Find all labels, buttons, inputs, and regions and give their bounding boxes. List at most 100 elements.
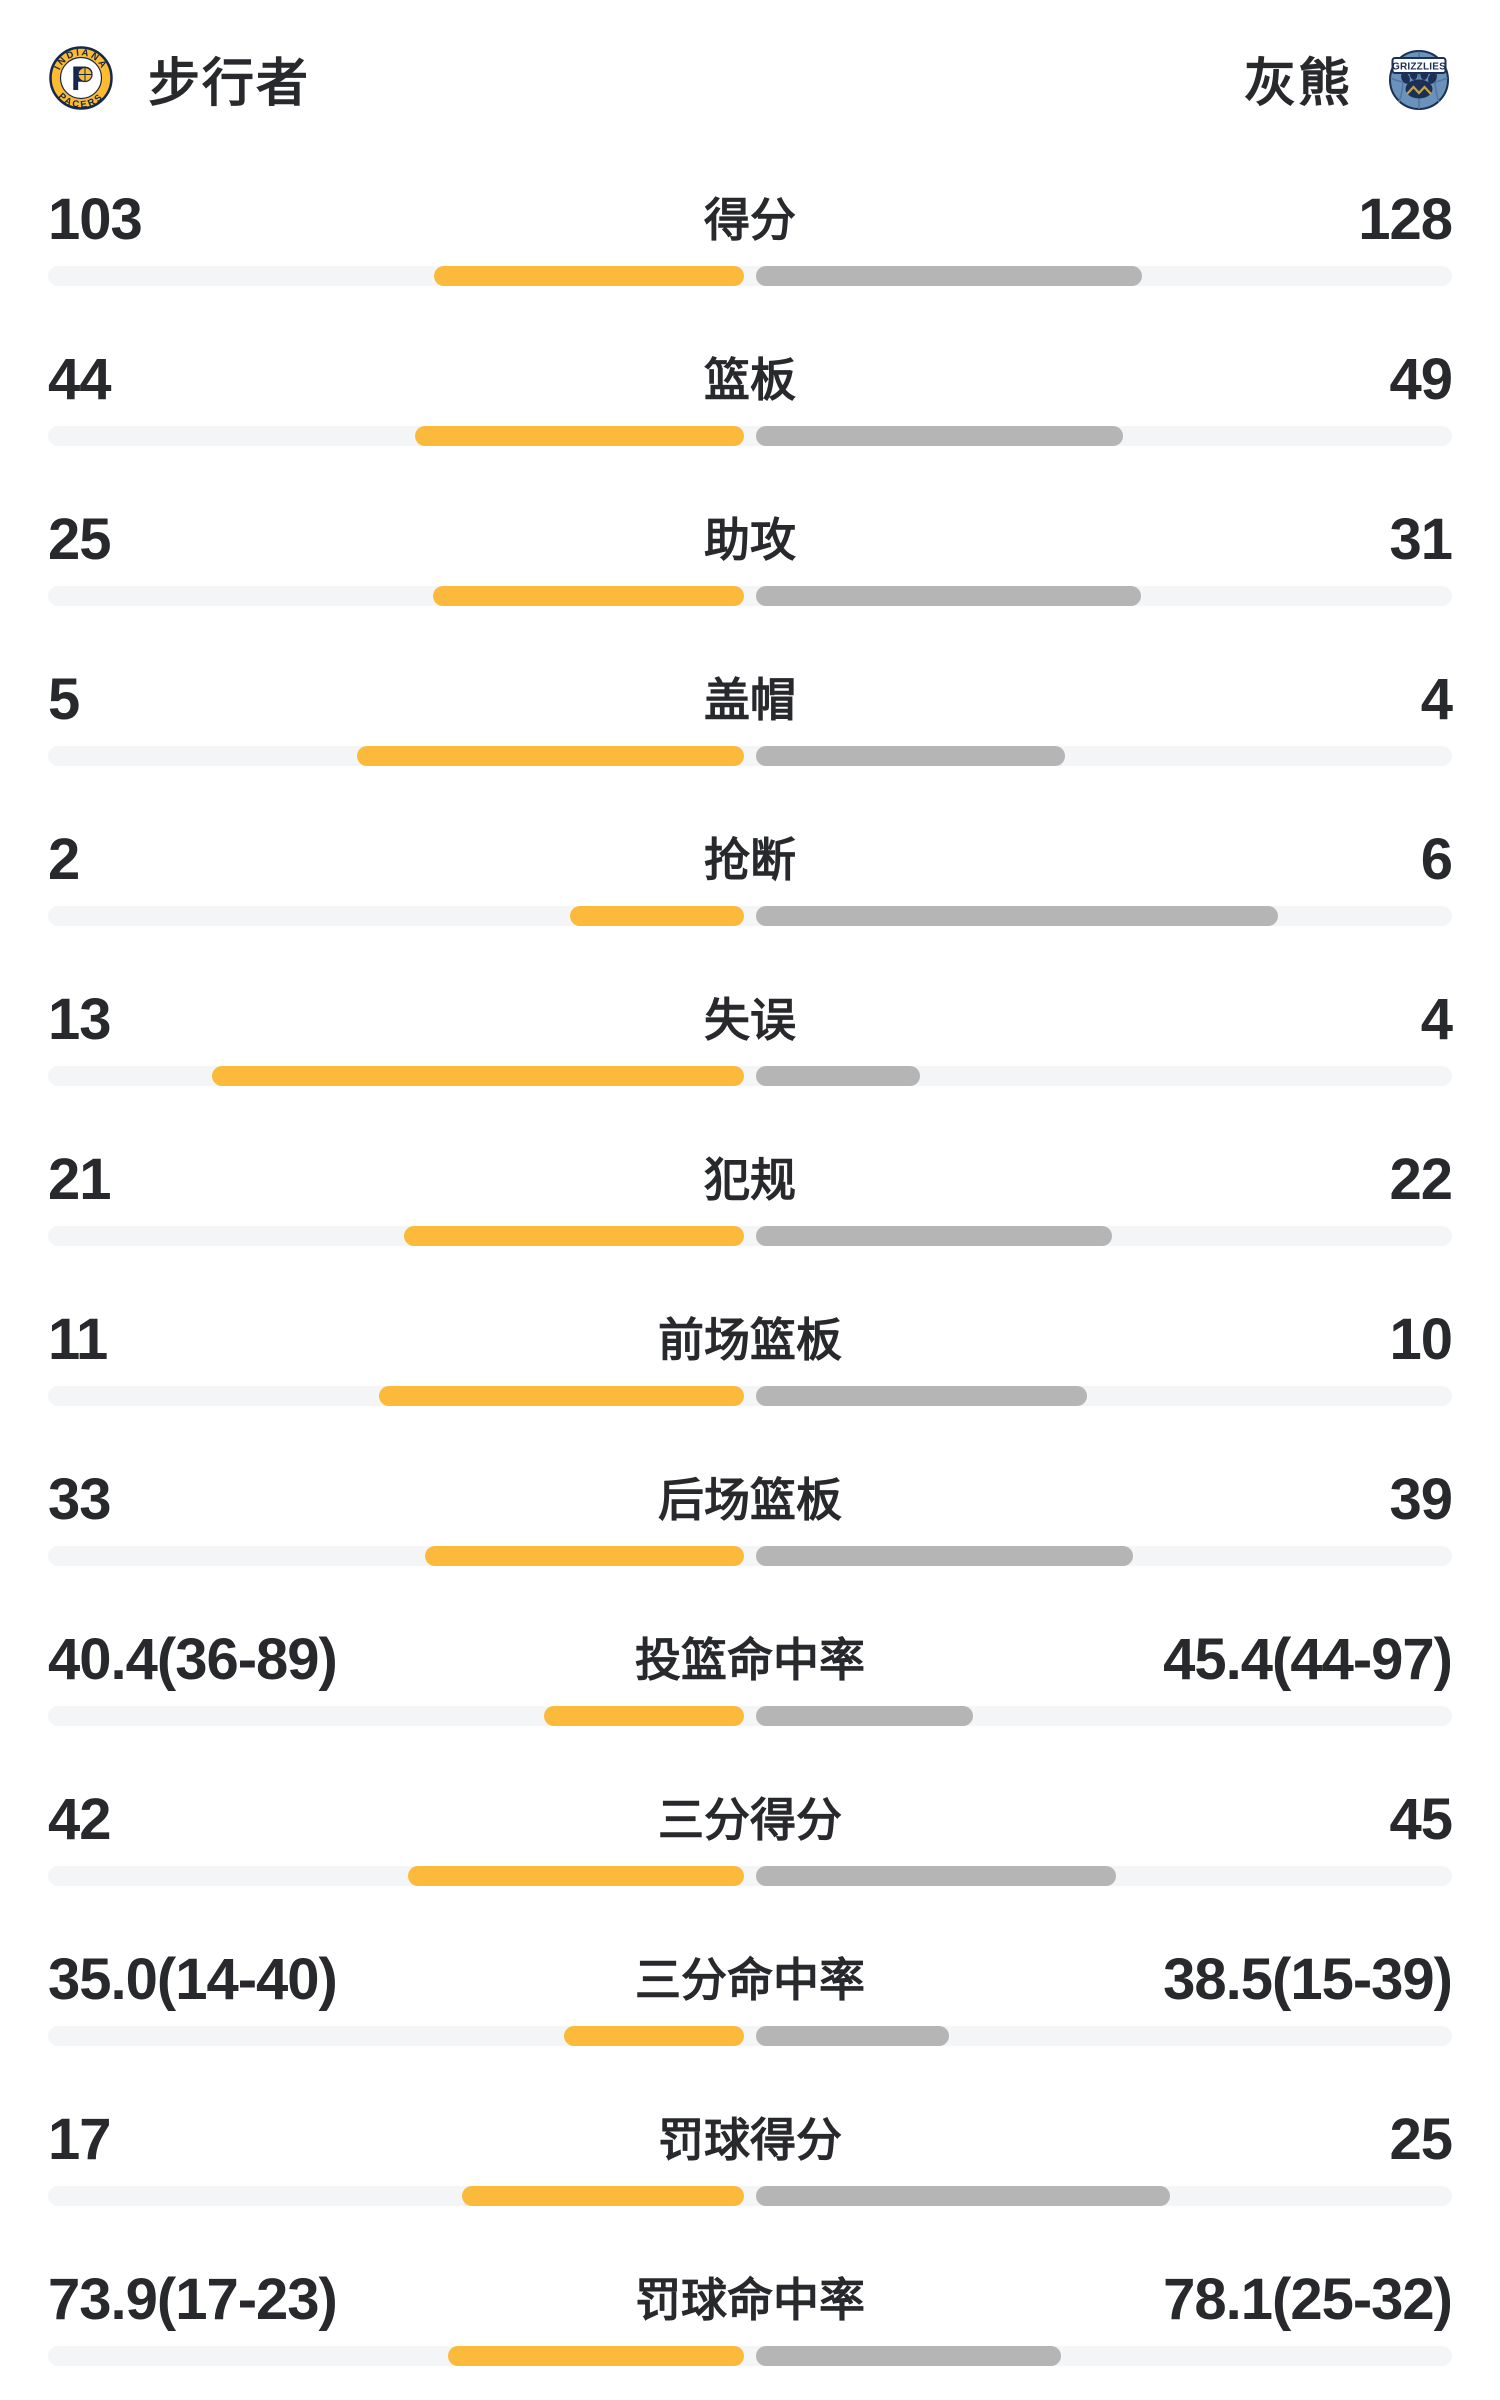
team-right-name: 灰熊 bbox=[1243, 54, 1352, 113]
stat-row: 44 篮板 49 bbox=[48, 347, 1453, 510]
stat-label: 失误 bbox=[704, 994, 796, 1046]
stat-left-value: 33 bbox=[48, 1467, 112, 1532]
stat-bar-track bbox=[48, 1386, 1452, 1406]
stat-bar-right bbox=[756, 1866, 1116, 1886]
stat-bar-right bbox=[756, 266, 1142, 286]
stat-text-line: 25 助攻 31 bbox=[48, 507, 1453, 572]
stat-bar-right bbox=[756, 426, 1123, 446]
stat-bar-right bbox=[756, 906, 1278, 926]
stat-left-value: 42 bbox=[48, 1787, 112, 1852]
stat-right-value: 25 bbox=[1389, 2107, 1453, 2172]
stat-label: 抢断 bbox=[704, 834, 796, 886]
stat-label: 前场篮板 bbox=[658, 1314, 842, 1366]
stat-label: 罚球命中率 bbox=[635, 2274, 865, 2326]
stat-label: 篮板 bbox=[704, 354, 796, 406]
stat-right-value: 4 bbox=[1420, 667, 1453, 732]
stat-text-line: 44 篮板 49 bbox=[48, 347, 1453, 412]
stat-label: 得分 bbox=[704, 194, 796, 246]
stat-row: 103 得分 128 bbox=[48, 187, 1453, 350]
stat-bar-left bbox=[543, 1706, 744, 1726]
stat-bar-right bbox=[756, 746, 1066, 766]
stat-text-line: 42 三分得分 45 bbox=[48, 1787, 1453, 1852]
stat-right-value: 38.5(15-39) bbox=[1163, 1947, 1453, 2012]
stat-right-value: 39 bbox=[1389, 1467, 1453, 1532]
stat-right-value: 128 bbox=[1358, 187, 1453, 252]
stat-row: 42 三分得分 45 bbox=[48, 1787, 1453, 1950]
team-right[interactable]: 灰熊 GRIZZLIES bbox=[1244, 41, 1452, 116]
stat-right-value: 78.1(25-32) bbox=[1163, 2267, 1453, 2332]
stat-text-line: 17 罚球得分 25 bbox=[48, 2107, 1453, 2172]
stat-bar-right bbox=[756, 2346, 1062, 2366]
stat-row: 25 助攻 31 bbox=[48, 507, 1453, 670]
stat-row: 33 后场篮板 39 bbox=[48, 1467, 1453, 1630]
stat-row: 35.0(14-40) 三分命中率 38.5(15-39) bbox=[48, 1947, 1453, 2110]
stat-bar-right bbox=[756, 1066, 920, 1086]
stat-row: 40.4(36-89) 投篮命中率 45.4(44-97) bbox=[48, 1627, 1453, 1790]
stat-label: 犯规 bbox=[704, 1154, 796, 1206]
stat-left-value: 2 bbox=[48, 827, 80, 892]
stat-text-line: 35.0(14-40) 三分命中率 38.5(15-39) bbox=[48, 1947, 1453, 2012]
stat-label: 罚球得分 bbox=[658, 2114, 842, 2166]
stat-label: 三分得分 bbox=[658, 1794, 842, 1846]
stats-list: 103 得分 128 44 篮板 49 25 助攻 31 bbox=[48, 187, 1453, 2400]
stat-bar-left bbox=[425, 1546, 744, 1566]
stat-bar-left bbox=[433, 586, 744, 606]
stat-right-value: 45.4(44-97) bbox=[1163, 1627, 1453, 1692]
stat-bar-left bbox=[407, 1866, 744, 1886]
stat-bar-track bbox=[48, 2026, 1452, 2046]
stat-label: 投篮命中率 bbox=[635, 1634, 865, 1686]
stat-bar-left bbox=[414, 426, 744, 446]
stat-text-line: 40.4(36-89) 投篮命中率 45.4(44-97) bbox=[48, 1627, 1453, 1692]
stat-bar-right bbox=[756, 1546, 1134, 1566]
stat-bar-track bbox=[48, 266, 1452, 286]
stat-text-line: 13 失误 4 bbox=[48, 987, 1453, 1052]
stat-row: 2 抢断 6 bbox=[48, 827, 1453, 990]
stat-bar-right bbox=[756, 2186, 1171, 2206]
stat-text-line: 11 前场篮板 10 bbox=[48, 1307, 1453, 1372]
team-left[interactable]: INDIANA PACERS P 步行者 bbox=[48, 41, 310, 116]
stat-text-line: 33 后场篮板 39 bbox=[48, 1467, 1453, 1532]
stat-bar-track bbox=[48, 2346, 1452, 2366]
stat-bar-right bbox=[756, 2026, 950, 2046]
stat-bar-right bbox=[756, 586, 1142, 606]
stat-bar-track bbox=[48, 1066, 1452, 1086]
stat-left-value: 13 bbox=[48, 987, 112, 1052]
stat-right-value: 49 bbox=[1389, 347, 1453, 412]
stat-text-line: 5 盖帽 4 bbox=[48, 667, 1453, 732]
stat-bar-left bbox=[563, 2026, 744, 2046]
stat-right-value: 31 bbox=[1389, 507, 1453, 572]
stat-text-line: 103 得分 128 bbox=[48, 187, 1453, 252]
team-left-name: 步行者 bbox=[148, 54, 311, 113]
stat-text-line: 21 犯规 22 bbox=[48, 1147, 1453, 1212]
stat-label: 后场篮板 bbox=[658, 1474, 842, 1526]
stat-label: 三分命中率 bbox=[635, 1954, 865, 2006]
stat-left-value: 21 bbox=[48, 1147, 112, 1212]
stat-right-value: 10 bbox=[1389, 1307, 1453, 1372]
stat-bar-track bbox=[48, 2186, 1452, 2206]
stat-bar-track bbox=[48, 1546, 1452, 1566]
stat-left-value: 5 bbox=[48, 667, 80, 732]
pacers-logo-icon: INDIANA PACERS P bbox=[49, 46, 113, 111]
stat-text-line: 73.9(17-23) 罚球命中率 78.1(25-32) bbox=[48, 2267, 1453, 2332]
stat-bar-track bbox=[48, 426, 1452, 446]
header: INDIANA PACERS P 步行者 灰熊 bbox=[48, 0, 1452, 113]
stat-left-value: 25 bbox=[48, 507, 112, 572]
stat-bar-left bbox=[379, 1386, 744, 1406]
stat-left-value: 35.0(14-40) bbox=[48, 1947, 338, 2012]
stat-bar-right bbox=[756, 1226, 1113, 1246]
stat-bar-track bbox=[48, 1866, 1452, 1886]
stat-right-value: 4 bbox=[1420, 987, 1453, 1052]
stat-left-value: 73.9(17-23) bbox=[48, 2267, 338, 2332]
grizzlies-banner-text: GRIZZLIES bbox=[1392, 62, 1446, 73]
stat-bar-left bbox=[211, 1066, 744, 1086]
stat-bar-left bbox=[357, 746, 744, 766]
stat-left-value: 17 bbox=[48, 2107, 112, 2172]
grizzlies-logo-icon: GRIZZLIES bbox=[1389, 50, 1449, 110]
stat-row: 5 盖帽 4 bbox=[48, 667, 1453, 830]
stat-bar-left bbox=[462, 2186, 744, 2206]
stat-bar-right bbox=[756, 1386, 1088, 1406]
stat-bar-track bbox=[48, 1706, 1452, 1726]
stat-label: 助攻 bbox=[704, 514, 796, 566]
stat-left-value: 11 bbox=[48, 1307, 108, 1372]
